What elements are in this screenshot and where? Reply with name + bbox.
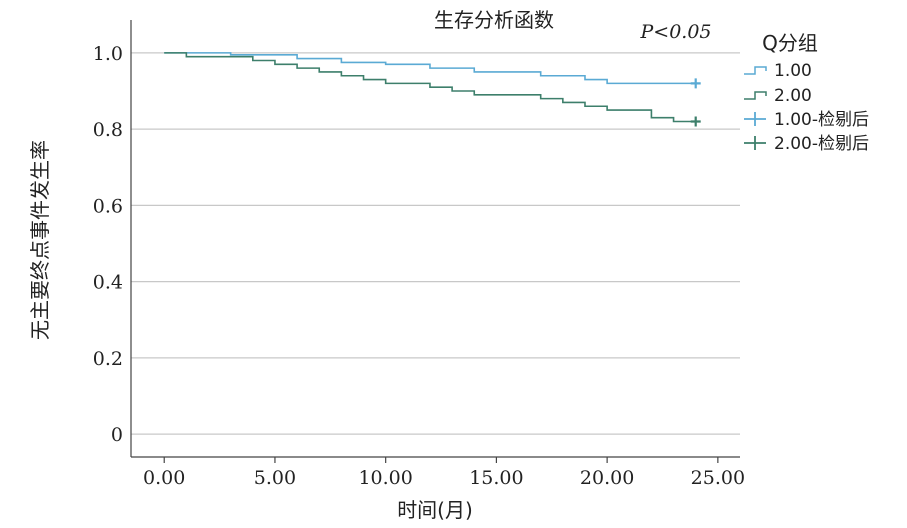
x-tick-label: 5.00 bbox=[254, 467, 296, 489]
y-tick-label: 0.6 bbox=[93, 195, 123, 217]
grid-lines bbox=[131, 52, 740, 435]
legend-swatch-1 bbox=[744, 66, 767, 75]
x-tick-label: 0.00 bbox=[143, 467, 185, 489]
x-axis-title: 时间(月) bbox=[397, 498, 473, 522]
censor-mark bbox=[690, 78, 701, 89]
chart-title: 生存分析函数 bbox=[434, 8, 554, 32]
y-tick-label: 1.0 bbox=[93, 43, 123, 65]
y-tick-label: 0.8 bbox=[93, 119, 123, 141]
p-value-annotation: P<0.05 bbox=[639, 21, 711, 43]
y-tick-label: 0.2 bbox=[93, 348, 123, 370]
survival-curve-2 bbox=[164, 52, 696, 123]
y-axis-title: 无主要终点事件发生率 bbox=[28, 140, 52, 340]
x-tick-label: 10.00 bbox=[358, 467, 412, 489]
x-tick-label: 25.00 bbox=[691, 467, 745, 489]
censor-mark bbox=[690, 116, 701, 127]
legend-label: 2.00-检剔后 bbox=[774, 134, 869, 154]
legend-title: Q分组 bbox=[762, 31, 818, 55]
legend-label: 1.00-检剔后 bbox=[774, 110, 869, 130]
legend-swatch-2 bbox=[744, 91, 767, 100]
legend-label: 1.00 bbox=[774, 61, 812, 81]
y-tick-label: 0 bbox=[111, 424, 123, 446]
survival-curve-1 bbox=[164, 52, 696, 85]
legend: Q分组 1.00 2.00 1.00-检剔后 2.00-检剔后 bbox=[744, 31, 869, 154]
legend-label: 2.00 bbox=[774, 86, 812, 106]
legend-swatch-4 bbox=[744, 136, 766, 150]
axes: 0 0.2 0.4 0.6 0.8 1.0 0.00 5.00 10.00 15.00 20.00 2… bbox=[93, 20, 745, 489]
legend-swatch-3 bbox=[744, 112, 766, 126]
series-group bbox=[164, 52, 701, 127]
y-tick-label: 0.4 bbox=[93, 272, 123, 294]
x-tick-label: 15.00 bbox=[469, 467, 523, 489]
x-tick-label: 20.00 bbox=[580, 467, 634, 489]
